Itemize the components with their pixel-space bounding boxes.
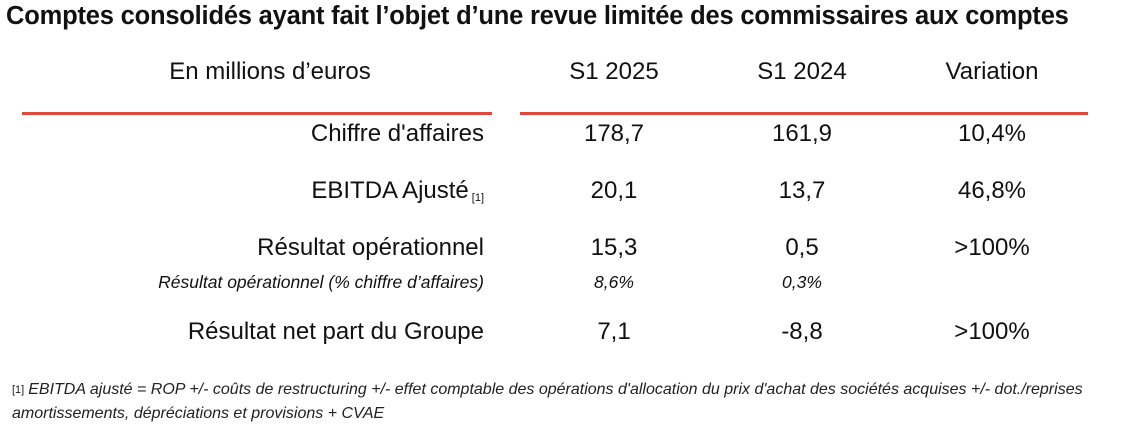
column-header-label: En millions d’euros xyxy=(169,58,371,85)
value-variation: 46,8% xyxy=(957,177,1027,204)
row-label-group: EBITDA Ajusté [1] xyxy=(311,177,484,205)
row-label: Résultat opérationnel (% chiffre d’affai… xyxy=(158,272,484,292)
value-s1-2024: 13,7 xyxy=(778,177,826,204)
row-label: EBITDA Ajusté xyxy=(311,177,469,204)
table-row-resultat-net: Résultat net part du Groupe 7,1 -8,8 >10… xyxy=(0,318,1140,354)
table-row-resultat-operationnel: Résultat opérationnel 15,3 0,5 >100% xyxy=(0,234,1140,270)
footnote: [1] EBITDA ajusté = ROP +/- coûts de rest… xyxy=(12,378,1132,426)
header-divider-right xyxy=(520,112,1088,115)
row-label: Résultat net part du Groupe xyxy=(187,318,484,345)
value-s1-2025: 15,3 xyxy=(590,234,638,261)
table-row-ebitda: EBITDA Ajusté [1] 20,1 13,7 46,8% xyxy=(0,177,1140,213)
footnote-marker: [1] xyxy=(12,384,25,396)
table-row-resultat-operationnel-pct: Résultat opérationnel (% chiffre d’affai… xyxy=(0,272,1140,298)
value-s1-2025: 178,7 xyxy=(583,120,645,147)
row-label: Chiffre d'affaires xyxy=(310,120,484,147)
page-title: Comptes consolidés ayant fait l’objet d’… xyxy=(6,2,1069,30)
value-s1-2025: 8,6% xyxy=(594,272,634,292)
column-header-variation: Variation xyxy=(945,58,1039,85)
header-divider-left xyxy=(22,112,492,115)
value-variation: 10,4% xyxy=(957,120,1027,147)
value-variation: >100% xyxy=(954,318,1030,345)
row-label: Résultat opérationnel xyxy=(257,234,484,261)
value-s1-2024: 161,9 xyxy=(771,120,833,147)
value-s1-2025: 7,1 xyxy=(597,318,631,345)
column-header-s1-2024: S1 2024 xyxy=(757,58,847,85)
value-s1-2024: 0,5 xyxy=(785,234,819,261)
footnote-ref: [1] xyxy=(471,192,484,204)
table-row-chiffre-affaires: Chiffre d'affaires 178,7 161,9 10,4% xyxy=(0,120,1140,156)
value-s1-2025: 20,1 xyxy=(590,177,638,204)
footnote-text: EBITDA ajusté = ROP +/- coûts de restruc… xyxy=(12,381,1083,422)
value-variation: >100% xyxy=(954,234,1030,261)
value-s1-2024: 0,3% xyxy=(782,272,822,292)
column-header-s1-2025: S1 2025 xyxy=(569,58,659,85)
value-s1-2024: -8,8 xyxy=(781,318,823,345)
